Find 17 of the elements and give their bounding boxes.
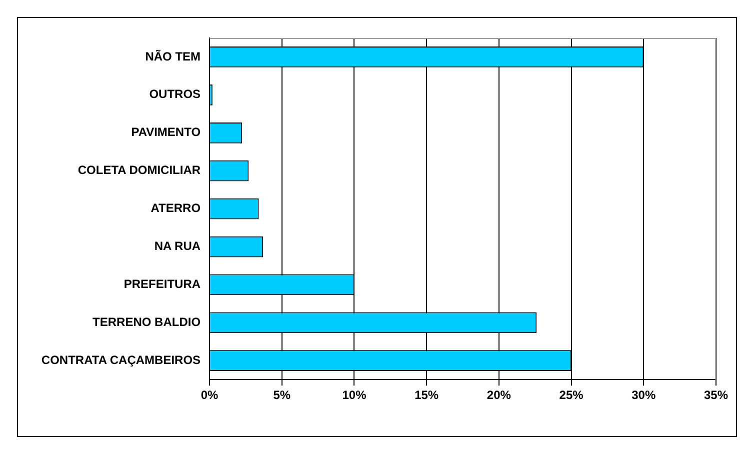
y-tick-label: OUTROS xyxy=(149,87,201,102)
y-tick-label: NA RUA xyxy=(154,239,201,254)
x-tick-label: 20% xyxy=(486,388,512,402)
x-tick-label: 10% xyxy=(342,388,367,402)
x-tick-label: 15% xyxy=(414,388,439,402)
y-tick-label: NÃO TEM xyxy=(145,49,201,64)
x-tick-label: 35% xyxy=(704,388,728,402)
y-tick-label: PAVIMENTO xyxy=(131,125,201,140)
y-tick-label: TERRENO BALDIO xyxy=(92,314,201,329)
y-tick-label: PREFEITURA xyxy=(124,277,201,292)
y-tick-label: ATERRO xyxy=(150,201,201,216)
y-tick-label: CONTRATA CAÇAMBEIROS xyxy=(41,352,201,367)
x-tick-label: 0% xyxy=(200,388,219,402)
x-tick-label: 25% xyxy=(559,388,584,402)
x-tick-label: 30% xyxy=(632,388,656,402)
y-tick-label: COLETA DOMICILIAR xyxy=(78,163,201,178)
x-tick-label: 5% xyxy=(273,388,291,402)
